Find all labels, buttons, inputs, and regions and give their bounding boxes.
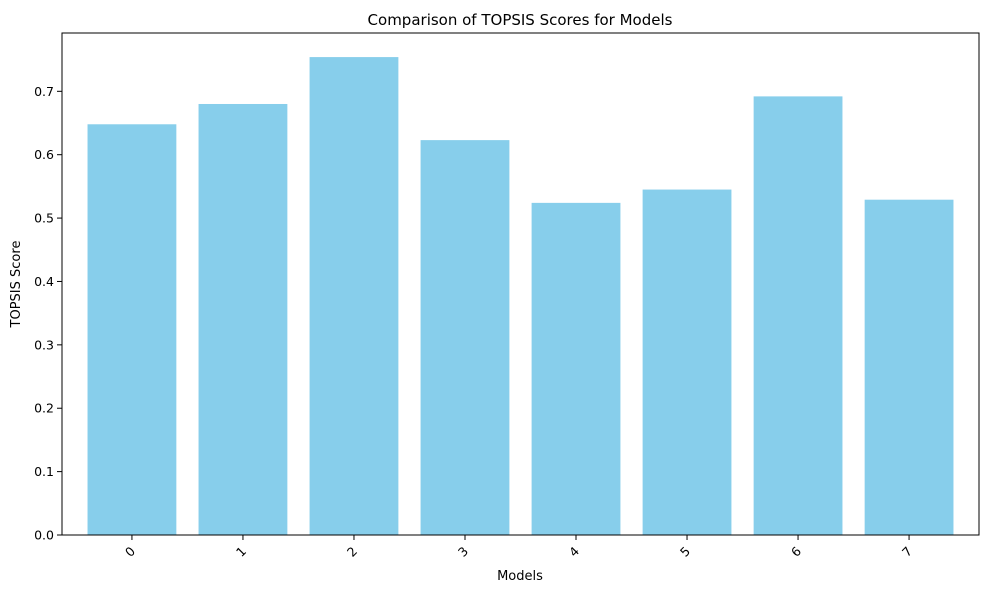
y-tick-label: 0.1 <box>34 464 54 479</box>
x-tick-label: 0 <box>122 543 138 559</box>
y-tick-label: 0.4 <box>34 274 54 289</box>
bar-6 <box>753 96 843 535</box>
y-tick-label: 0.2 <box>34 401 54 416</box>
bar-3 <box>420 140 510 535</box>
bars-group <box>87 57 954 536</box>
y-tick-label: 0.7 <box>34 84 54 99</box>
chart-title: Comparison of TOPSIS Scores for Models <box>368 11 673 29</box>
x-tick-label: 3 <box>455 544 471 560</box>
bar-2 <box>309 57 399 536</box>
x-tick-label: 6 <box>788 543 804 559</box>
x-axis-ticks: 0 1 2 3 4 5 6 7 <box>122 535 915 560</box>
y-tick-label: 0.6 <box>34 147 54 162</box>
plot-frame <box>61 32 980 536</box>
y-axis-label: TOPSIS Score <box>9 241 24 329</box>
y-axis-ticks: 0.0 0.1 0.2 0.3 0.4 0.5 0.6 0.7 <box>34 84 62 543</box>
bar-4 <box>531 202 621 535</box>
x-tick-label: 7 <box>899 544 915 560</box>
bar-1 <box>198 103 288 535</box>
bar-7 <box>864 199 954 535</box>
bar-0 <box>87 124 177 535</box>
x-tick-label: 5 <box>677 544 693 560</box>
x-tick-label: 1 <box>233 544 249 560</box>
y-tick-label: 0.5 <box>34 211 54 226</box>
x-tick-label: 4 <box>566 543 582 559</box>
x-axis-label: Models <box>497 569 543 584</box>
y-tick-label: 0.0 <box>34 528 54 543</box>
y-tick-label: 0.3 <box>34 337 54 352</box>
bar-5 <box>642 189 732 535</box>
x-tick-label: 2 <box>344 544 360 560</box>
